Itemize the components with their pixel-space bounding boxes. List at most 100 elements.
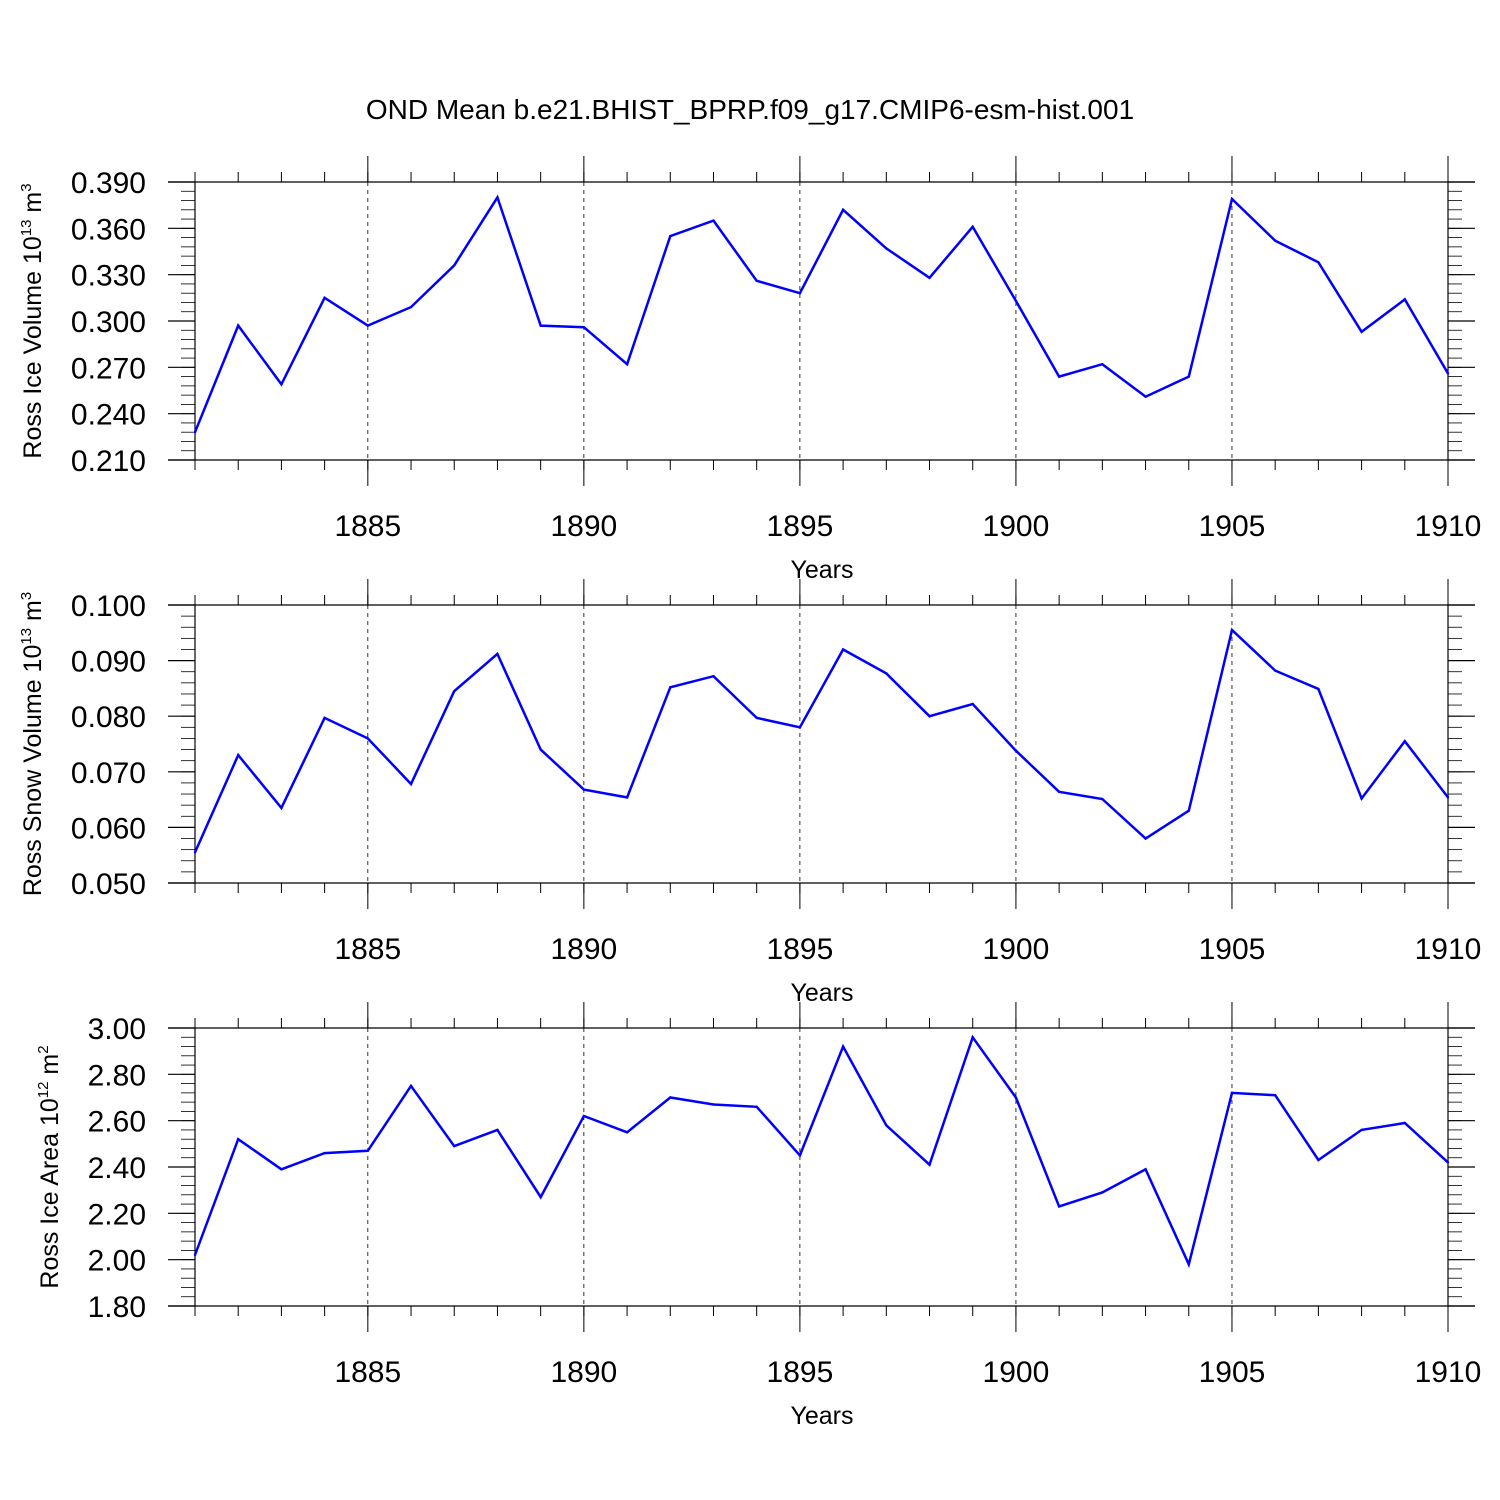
data-point [1187, 1263, 1190, 1266]
y-tick-label: 0.330 [71, 260, 146, 293]
y-tick-label: 0.100 [71, 590, 146, 623]
x-tick-label: 1885 [334, 933, 401, 966]
data-point [971, 1036, 974, 1039]
data-point [755, 1105, 758, 1108]
data-point [193, 431, 197, 434]
data-point [453, 1144, 456, 1148]
data-point [885, 1124, 888, 1127]
data-point [928, 276, 931, 279]
data-point [323, 716, 326, 720]
x-tick-label: 1890 [550, 933, 617, 966]
data-point [798, 1154, 802, 1157]
data-point [841, 208, 845, 211]
data-point [669, 234, 672, 238]
y-tick-label: 2.80 [88, 1059, 146, 1092]
y-axis-label: Ross Ice Volume 1013 m3 [18, 183, 47, 458]
data-point [1360, 1128, 1363, 1132]
y-tick-label: 2.40 [88, 1152, 146, 1185]
y-axis-label-exponent: 13 [18, 628, 35, 645]
data-point [712, 674, 715, 678]
data-point [1144, 1168, 1147, 1171]
data-point [582, 788, 586, 791]
data-point [1187, 375, 1190, 378]
data-point [1403, 298, 1406, 301]
data-point [1144, 837, 1147, 840]
data-point [237, 1138, 240, 1141]
data-point [582, 325, 586, 329]
data-point [1446, 372, 1450, 375]
x-tick-label: 1910 [1415, 933, 1482, 966]
data-point [496, 1128, 499, 1132]
y-axis-label-main: Ross Ice Volume 10 [19, 236, 47, 458]
data-point [625, 1131, 629, 1134]
panel-3: 1885 1890 1895 1900 1905 1910 1.80 2.00 2.20 2.40… [35, 1002, 1481, 1430]
y-tick-label: 1.80 [88, 1291, 146, 1324]
data-point [971, 225, 974, 228]
series-line [193, 194, 1450, 433]
data-point [193, 851, 197, 854]
data-point [409, 305, 413, 309]
data-point [928, 715, 931, 718]
data-point [366, 324, 370, 327]
x-tick-label: 1900 [983, 933, 1050, 966]
data-point [323, 296, 326, 300]
y-tick-label: 0.270 [71, 352, 146, 385]
data-point [366, 737, 370, 740]
data-point [755, 716, 758, 720]
data-point [798, 292, 802, 295]
y-tick-label: 0.300 [71, 306, 146, 339]
data-point [193, 1253, 197, 1257]
data-point [1403, 740, 1406, 743]
data-point [237, 753, 240, 757]
y-tick-label: 0.210 [71, 445, 146, 478]
y-tick-label: 0.240 [71, 399, 146, 432]
data-point [971, 702, 974, 706]
data-point [453, 689, 456, 693]
data-point [1273, 239, 1277, 242]
data-point [280, 1168, 283, 1171]
data-point [1101, 797, 1104, 801]
data-point [1101, 363, 1104, 366]
data-point [1317, 687, 1320, 691]
y-tick-label: 0.360 [71, 213, 146, 246]
y-axis-label: Ross Ice Area 1012 m2 [35, 1045, 64, 1288]
y-tick-label: 0.080 [71, 701, 146, 734]
x-axis-label: Years [790, 556, 853, 584]
data-point [237, 324, 240, 327]
data-point [1360, 330, 1363, 334]
data-point [409, 782, 413, 786]
y-axis-label: Ross Snow Volume 1013 m3 [18, 592, 47, 896]
data-point [712, 1103, 715, 1106]
data-point [885, 672, 888, 675]
data-point [280, 383, 283, 386]
x-tick-label: 1900 [983, 510, 1050, 543]
series-line [193, 1034, 1449, 1269]
data-point [409, 1084, 413, 1088]
data-point [496, 196, 499, 199]
y-tick-label: 0.390 [71, 167, 146, 200]
x-tick-label: 1885 [334, 1356, 401, 1389]
data-point [323, 1151, 326, 1155]
y-axis-label-exponent: 12 [35, 1082, 52, 1099]
data-point [798, 726, 802, 729]
data-point [582, 1114, 586, 1118]
data-point [1014, 749, 1018, 752]
data-point [1446, 796, 1450, 799]
data-point [1230, 197, 1234, 201]
panel-1: 1885 1890 1895 1900 1905 1910 0.210 0.240 0.270 0… [18, 156, 1481, 584]
y-axis-label-main: Ross Snow Volume 10 [19, 645, 47, 897]
x-tick-label: 1900 [983, 1356, 1050, 1389]
data-point [366, 1149, 370, 1152]
data-point [1230, 1091, 1234, 1095]
data-point [928, 1163, 931, 1166]
x-tick-label: 1895 [767, 510, 834, 543]
data-point [1014, 299, 1018, 303]
y-axis-label-unit: m [19, 600, 47, 628]
data-point [1403, 1121, 1406, 1125]
x-tick-label: 1890 [550, 1356, 617, 1389]
data-point [841, 648, 845, 651]
data-point [669, 1096, 672, 1099]
data-point [1273, 1093, 1277, 1097]
data-point [1317, 1158, 1320, 1162]
series-line [193, 627, 1449, 853]
